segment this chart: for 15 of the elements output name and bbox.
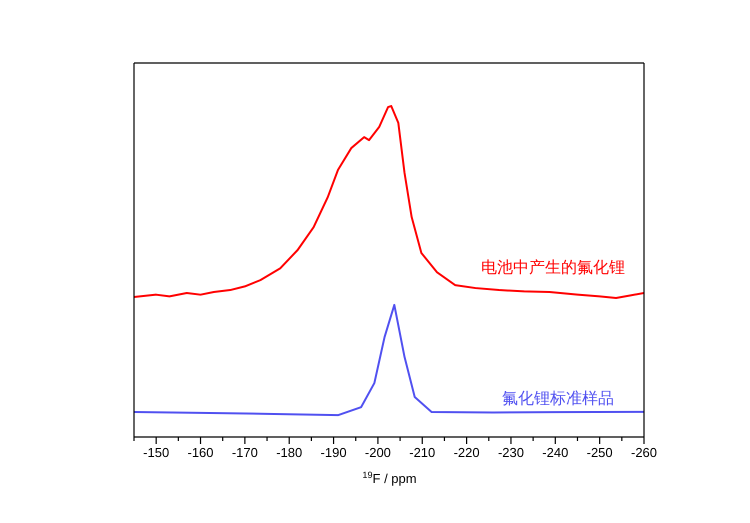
x-tick-label: -170	[232, 445, 258, 460]
series-label: 氟化锂标准样品	[502, 388, 614, 408]
x-tick-label: -150	[143, 445, 170, 460]
x-tick-label: -230	[498, 445, 524, 460]
x-tick-label: -210	[409, 445, 436, 460]
x-axis-title: $^{19}$F / ppm	[362, 470, 417, 486]
x-tick-label: -240	[542, 445, 568, 460]
series-label: 电池中产生的氟化锂	[481, 258, 626, 277]
x-tick-label: -190	[320, 445, 347, 460]
x-tick-label: -180	[276, 445, 302, 460]
x-tick-label: -250	[586, 445, 613, 460]
x-tick-label: -260	[630, 445, 658, 460]
x-tick-label: -220	[454, 445, 480, 460]
x-tick-label: -200	[364, 445, 391, 460]
x-tick-label: -160	[188, 445, 214, 460]
